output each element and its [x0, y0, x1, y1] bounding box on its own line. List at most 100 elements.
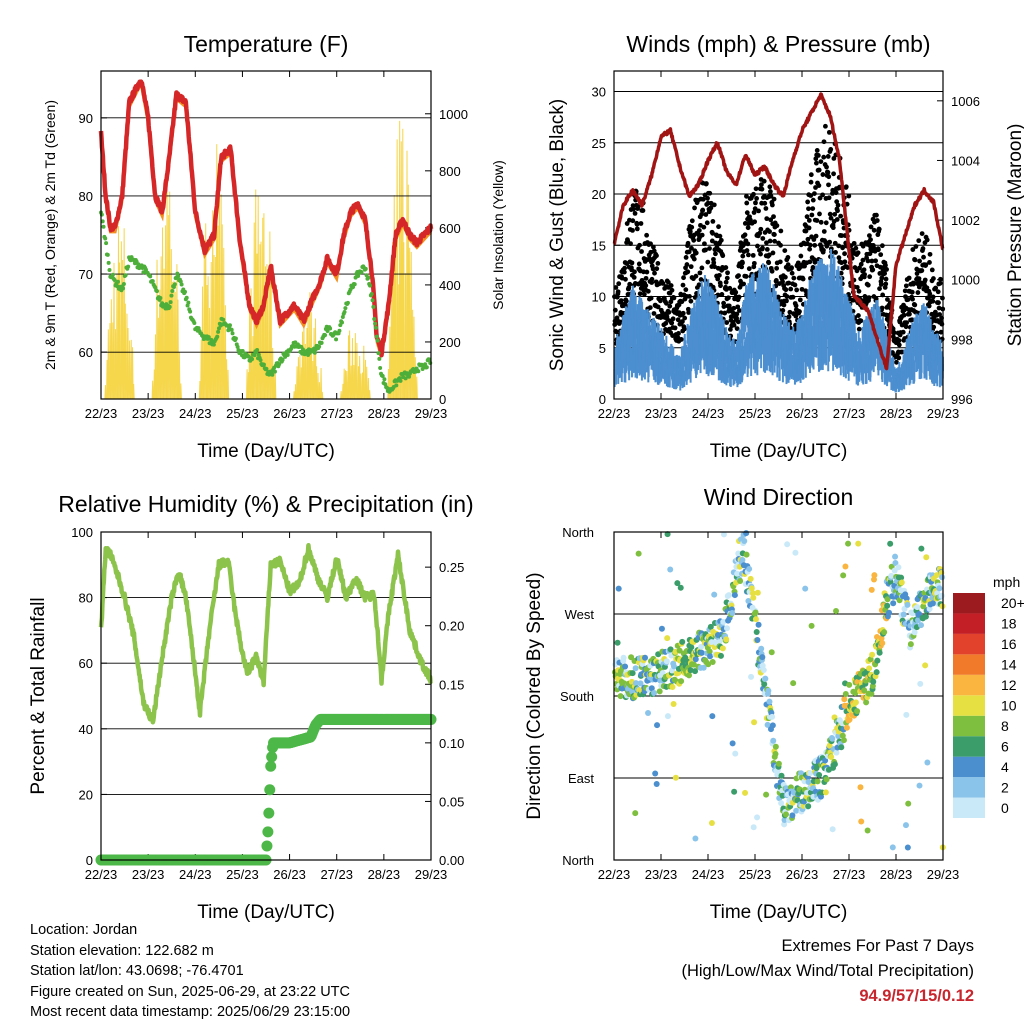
direction-point — [902, 822, 909, 829]
gust-point — [623, 303, 629, 309]
direction-point — [833, 749, 840, 756]
gust-point — [734, 311, 740, 317]
gust-point — [912, 257, 918, 263]
direction-point — [731, 592, 738, 599]
direction-point — [692, 656, 699, 663]
solar-spike — [108, 323, 112, 400]
direction-point — [658, 625, 665, 632]
gust-point — [707, 190, 713, 196]
colorbar-swatch — [953, 633, 985, 655]
direction-point — [761, 681, 768, 688]
direction-point — [766, 698, 773, 705]
gust-point — [752, 219, 758, 225]
chart-title: Wind Direction — [704, 484, 854, 510]
gust-point — [856, 288, 862, 294]
gust-point — [682, 326, 687, 332]
gust-point — [826, 195, 832, 201]
gust-point — [808, 179, 814, 185]
y2-tick-label: 0.25 — [439, 560, 464, 575]
gust-point — [896, 355, 902, 361]
gust-point — [902, 288, 908, 294]
gust-point — [650, 266, 656, 272]
direction-point — [884, 596, 891, 603]
solar-spike — [388, 326, 391, 400]
direction-point — [651, 690, 658, 697]
gust-point — [820, 172, 826, 177]
solar-spike — [274, 372, 277, 400]
direction-point — [637, 680, 644, 687]
dewpoint-point — [377, 356, 382, 361]
station-latlon: Station lat/lon: 43.0698; -76.4701 — [30, 963, 244, 979]
solar-spike — [251, 336, 254, 400]
x-tick-label: 23/23 — [132, 406, 165, 421]
gust-point — [676, 331, 681, 336]
gust-point — [671, 295, 677, 301]
gust-point — [727, 285, 733, 291]
dewpoint-point — [179, 282, 184, 287]
solar-spike — [358, 355, 361, 400]
colorbar-label: 12 — [1001, 677, 1017, 693]
solar-spike — [110, 299, 113, 400]
gust-point — [721, 300, 727, 306]
gust-point — [697, 270, 703, 276]
solar-spike — [118, 262, 121, 400]
solar-spike — [172, 280, 176, 400]
dewpoint-point — [342, 309, 347, 314]
dewpoint-point — [183, 289, 188, 294]
gust-point — [759, 186, 765, 192]
direction-point — [745, 598, 752, 605]
direction-point — [765, 687, 772, 694]
extremes-title: Extremes For Past 7 Days — [781, 937, 974, 955]
direction-point — [916, 782, 923, 789]
gust-point — [665, 279, 671, 285]
direction-point — [754, 636, 761, 643]
dewpoint-point — [250, 357, 255, 362]
solar-spike — [310, 312, 313, 400]
direction-point — [717, 652, 724, 659]
gust-point — [761, 178, 767, 184]
gust-point — [900, 329, 906, 335]
gust-point — [817, 211, 822, 217]
solar-spike — [340, 391, 343, 400]
direction-point — [762, 675, 769, 682]
direction-point — [889, 844, 896, 851]
plot-frame — [613, 531, 944, 861]
gust-point — [758, 226, 764, 232]
solar-spike — [343, 368, 346, 400]
gust-point — [811, 237, 817, 242]
gust-point — [878, 282, 884, 287]
direction-point — [793, 807, 800, 814]
dewpoint-point — [343, 306, 348, 311]
gust-point — [915, 290, 921, 295]
gust-point — [713, 251, 718, 257]
gust-point — [833, 250, 838, 255]
direction-point — [924, 759, 931, 766]
direction-point — [868, 690, 875, 697]
gust-point — [699, 211, 705, 217]
direction-point — [888, 572, 895, 579]
dewpoint-point — [141, 270, 146, 275]
direction-point — [790, 680, 797, 687]
solar-spike — [314, 318, 317, 400]
direction-point — [755, 621, 762, 628]
gust-point — [731, 322, 737, 328]
gust-point — [630, 206, 636, 212]
gust-point — [763, 206, 769, 211]
direction-point — [700, 664, 707, 671]
gust-point — [930, 294, 936, 300]
dewpoint-point — [328, 326, 333, 331]
x-axis-label: Time (Day/UTC) — [710, 441, 848, 462]
figure-created: Figure created on Sun, 2025-06-29, at 23… — [30, 983, 350, 1000]
y-tick-label: South — [560, 689, 594, 704]
x-tick-label: 29/23 — [927, 867, 960, 882]
plot-frame — [613, 70, 944, 400]
gust-point — [649, 276, 655, 282]
direction-point — [750, 594, 757, 601]
gust-point — [880, 292, 886, 298]
gust-point — [716, 272, 722, 278]
direction-point — [775, 760, 782, 767]
direction-point — [732, 750, 739, 757]
direction-point — [656, 688, 663, 695]
solar-spike — [298, 355, 301, 400]
gust-point — [727, 326, 733, 332]
